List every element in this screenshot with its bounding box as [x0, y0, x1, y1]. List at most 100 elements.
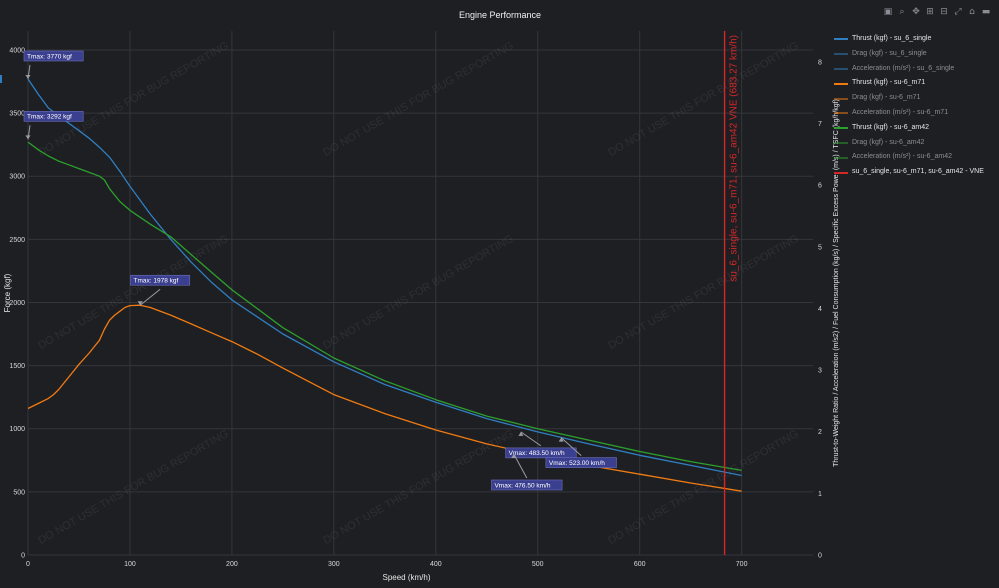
legend-item[interactable]: Thrust (kgf) - su-6_m71	[834, 76, 999, 91]
series-line	[27, 304, 742, 492]
autoscale-icon[interactable]: ⤢	[954, 7, 962, 17]
y-tick-label: 3500	[9, 111, 25, 118]
y-tick-label: 0	[21, 553, 25, 560]
y2-tick-label: 5	[818, 244, 822, 251]
legend-label: Thrust (kgf) - su_6_single	[852, 35, 932, 42]
y-axis-title: Force (kgf)	[3, 273, 12, 312]
annotation-arrowhead	[511, 453, 517, 458]
legend-label: Acceleration (m/s²) - su-6_am42	[852, 153, 952, 161]
x-tick-label: 100	[124, 561, 136, 568]
annotation-arrowhead	[25, 74, 31, 79]
legend-item[interactable]: Acceleration (m/s²) - su_6_single	[834, 62, 999, 77]
y-tick-label: 1500	[9, 363, 25, 370]
y-tick-label: 3000	[9, 174, 25, 181]
annotation-arrow	[139, 288, 161, 306]
camera-icon[interactable]: ▣	[883, 7, 893, 17]
annotation-box	[505, 447, 577, 459]
legend-label: Acceleration (m/s²) - su_6_single	[852, 64, 955, 72]
annotation-label: Tmax: 1978 kgf	[134, 278, 179, 285]
legend-item[interactable]: Drag (kgf) - su-6_am42	[834, 136, 999, 151]
pan-icon[interactable]: ✥	[912, 7, 920, 17]
annotation-arrow	[520, 431, 542, 447]
legend-item[interactable]: Thrust (kgf) - su-6_am42	[834, 121, 999, 136]
y-tick-label: 1000	[9, 426, 25, 433]
legend-item[interactable]: su_6_single, su-6_m71, su-6_am42 - VNE	[834, 165, 999, 180]
legend-label: su_6_single, su-6_m71, su-6_am42 - VNE	[852, 168, 984, 176]
x-tick-label: 300	[328, 561, 340, 568]
y2-tick-label: 1	[818, 491, 822, 498]
legend-label: Drag (kgf) - su-6_m71	[852, 94, 921, 102]
legend-label: Thrust (kgf) - su-6_am42	[852, 123, 930, 131]
annotation-box	[491, 479, 563, 491]
annotation-label: Vmax: 523.00 km/h	[549, 460, 605, 467]
x-tick-label: 400	[430, 561, 442, 568]
x-tick-label: 500	[532, 561, 544, 568]
annotation-label: Vmax: 483.50 km/h	[509, 450, 565, 457]
x-tick-label: 0	[26, 561, 30, 568]
legend-swatch	[834, 171, 848, 174]
legend-swatch	[834, 97, 848, 100]
home-icon[interactable]: ⌂	[969, 7, 975, 17]
annotation-label: Vmax: 476.50 km/h	[494, 482, 550, 489]
zoom-icon[interactable]: ⌕	[899, 7, 905, 17]
annotation-box	[23, 50, 84, 62]
legend-item[interactable]: Acceleration (m/s²) - su-6_m71	[834, 106, 999, 121]
legend-swatch	[834, 67, 848, 70]
annotation-label: Tmax: 3770 kgf	[27, 53, 72, 60]
x-tick-label: 600	[634, 561, 646, 568]
x-tick-label: 700	[736, 561, 748, 568]
annotation-box	[130, 274, 191, 286]
legend-swatch	[834, 38, 848, 41]
x-tick-label: 200	[226, 561, 238, 568]
y-tick-label: 4000	[9, 47, 25, 54]
legend-label: Drag (kgf) - su-6_am42	[852, 138, 925, 146]
annotation: Vmax: 483.50 km/h	[505, 431, 577, 459]
vne-label: su_6_single, su-6_m71, su-6_am42 VNE (68…	[729, 35, 740, 282]
y-tick-label: 500	[13, 489, 25, 496]
legend-item[interactable]: Acceleration (m/s²) - su-6_am42	[834, 150, 999, 165]
x-axis-title: Speed (km/h)	[382, 573, 430, 582]
legend-label: Acceleration (m/s²) - su-6_m71	[852, 108, 949, 116]
annotation-arrow	[560, 437, 582, 456]
y-tick-label: 2500	[9, 237, 25, 244]
y2-tick-label: 7	[818, 121, 822, 128]
legend-item[interactable]: Drag (kgf) - su-6_m71	[834, 91, 999, 106]
annotation: Vmax: 523.00 km/h	[545, 437, 617, 468]
fullscreen-icon[interactable]: ▬	[981, 7, 991, 17]
series-marker	[0, 74, 2, 83]
legend-item[interactable]: Drag (kgf) - su_6_single	[834, 47, 999, 62]
series-line	[27, 141, 742, 472]
annotation-arrowhead	[137, 301, 143, 306]
annotation-label: Tmax: 3292 kgf	[27, 114, 72, 121]
y2-tick-label: 8	[818, 59, 822, 66]
annotation: Tmax: 3770 kgf	[23, 50, 84, 80]
y2-tick-label: 2	[818, 429, 822, 436]
legend-swatch	[834, 127, 848, 130]
chart-title: Engine Performance	[459, 10, 541, 20]
annotation: Vmax: 476.50 km/h	[491, 453, 563, 491]
legend-swatch	[834, 141, 848, 144]
y-tick-label: 2000	[9, 300, 25, 307]
legend-swatch	[834, 53, 848, 56]
chart-legend: Thrust (kgf) - su_6_single Drag (kgf) - s…	[834, 32, 999, 180]
plot-area	[28, 31, 813, 555]
y2-tick-label: 3	[818, 368, 822, 375]
legend-swatch	[834, 156, 848, 159]
annotation: Tmax: 3292 kgf	[23, 111, 84, 140]
series-line	[27, 78, 742, 477]
annotation-arrowhead	[558, 437, 564, 442]
legend-item[interactable]: Thrust (kgf) - su_6_single	[834, 32, 999, 47]
annotation-box	[23, 111, 84, 122]
y2-tick-label: 6	[818, 183, 822, 190]
legend-swatch	[834, 112, 848, 115]
chart-toolbar: ▣ ⌕ ✥ ⊞ ⊟ ⤢ ⌂ ▬	[882, 6, 992, 18]
zoom-out-icon[interactable]: ⊟	[940, 7, 948, 17]
zoom-in-icon[interactable]: ⊞	[926, 7, 934, 17]
y2-axis-title: Thrust-to-Weight Ratio / Acceleration (m…	[833, 99, 840, 467]
annotation-box	[545, 457, 617, 468]
legend-label: Drag (kgf) - su_6_single	[852, 49, 927, 57]
annotation-arrowhead	[518, 431, 524, 436]
y2-tick-label: 0	[818, 553, 822, 560]
legend-label: Thrust (kgf) - su-6_m71	[852, 79, 926, 87]
